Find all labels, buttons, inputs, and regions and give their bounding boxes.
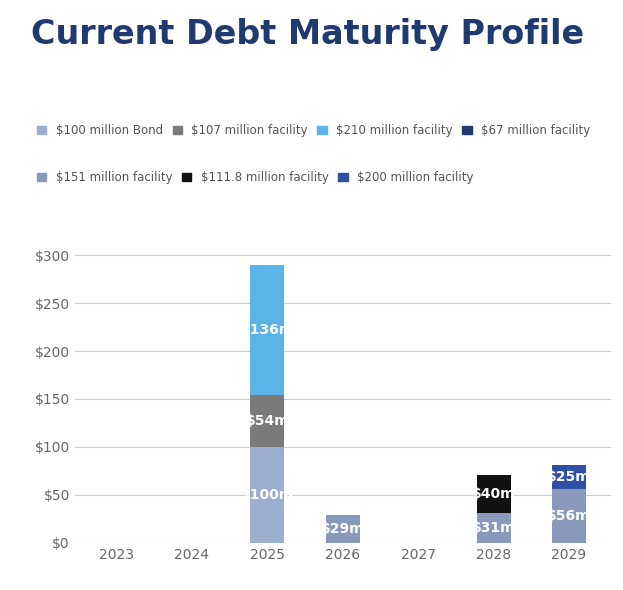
Text: $29m: $29m	[321, 522, 364, 536]
Bar	[477, 513, 511, 543]
Text: Current Debt Maturity Profile: Current Debt Maturity Profile	[31, 18, 584, 51]
Text: $25m: $25m	[547, 470, 591, 484]
Text: $56m: $56m	[547, 509, 591, 523]
Legend: $151 million facility, $111.8 million facility, $200 million facility: $151 million facility, $111.8 million fa…	[37, 171, 473, 184]
Bar	[326, 515, 359, 543]
Bar	[552, 489, 586, 543]
Bar	[250, 395, 284, 447]
Bar	[477, 475, 511, 513]
Bar	[552, 465, 586, 489]
Bar	[250, 265, 284, 395]
Text: $54m: $54m	[245, 414, 289, 428]
Text: $40m: $40m	[472, 487, 515, 501]
Text: $31m: $31m	[472, 521, 515, 535]
Text: $100m: $100m	[240, 488, 294, 502]
Bar	[250, 447, 284, 543]
Legend: $100 million Bond, $107 million facility, $210 million facility, $67 million fac: $100 million Bond, $107 million facility…	[37, 124, 591, 137]
Text: $136m: $136m	[240, 323, 294, 337]
